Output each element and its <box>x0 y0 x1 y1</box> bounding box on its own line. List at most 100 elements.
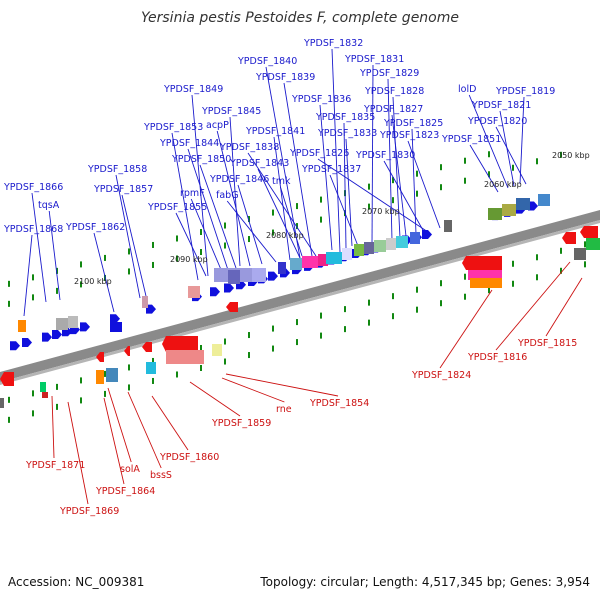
leader-lines <box>23 48 583 505</box>
tick-mark <box>248 216 250 223</box>
gene-label-top[interactable]: acpP <box>206 120 229 131</box>
gene-label-top[interactable]: YPDSF_1831 <box>344 54 404 65</box>
gene-label-bottom[interactable]: YPDSF_1824 <box>411 370 471 381</box>
tick-mark <box>56 403 58 410</box>
gene-label-top[interactable]: fabG <box>216 190 239 201</box>
gene-label-top[interactable]: YPDSF_1858 <box>87 164 147 175</box>
gene-label-top[interactable]: YPDSF_1820 <box>467 116 527 127</box>
tick-mark <box>320 332 322 339</box>
gene-label-bottom[interactable]: YPDSF_1815 <box>517 338 577 349</box>
gene-label-top[interactable]: YPDSF_1832 <box>303 38 363 49</box>
tick-mark <box>584 261 586 268</box>
feature-box <box>212 344 222 356</box>
tick-mark <box>536 158 538 165</box>
gene-label-top[interactable]: YPDSF_1850 <box>171 154 231 165</box>
gene-label-top[interactable]: YPDSF_1866 <box>3 182 63 193</box>
gene-label-top[interactable]: YPDSF_1853 <box>143 122 203 133</box>
tick-mark <box>296 203 298 210</box>
gene-label-top[interactable]: YPDSF_1825 <box>383 118 443 129</box>
gene-label-top[interactable]: YPDSF_1857 <box>93 184 153 195</box>
gene-label-top[interactable]: YPDSF_1821 <box>471 100 531 111</box>
feature-box <box>470 278 502 288</box>
feature-box <box>40 382 46 392</box>
feature-box <box>386 238 396 250</box>
leader-line <box>439 289 493 369</box>
tick-mark <box>440 184 442 191</box>
tick-mark <box>536 274 538 281</box>
gene-label-bottom[interactable]: YPDSF_1869 <box>59 506 119 517</box>
tick-mark <box>152 241 154 248</box>
gene-label-top[interactable]: YPDSF_1837 <box>301 164 361 175</box>
tick-mark <box>440 164 442 171</box>
gene-label-bottom[interactable]: YPDSF_1816 <box>467 352 527 363</box>
feature-box <box>188 286 200 298</box>
gene-label-top[interactable]: YPDSF_1841 <box>245 126 305 137</box>
leader-line <box>48 210 61 301</box>
gene-label-top[interactable]: YPDSF_1835 <box>315 112 375 123</box>
tick-mark <box>104 390 106 397</box>
gene-arrow-reverse <box>162 336 198 352</box>
gene-label-top[interactable]: YPDSF_1855 <box>147 202 207 213</box>
gene-label-top[interactable]: YPDSF_1833 <box>317 128 377 139</box>
gene-label-top[interactable]: YPDSF_1846 <box>209 174 269 185</box>
gene-label-bottom[interactable]: YPDSF_1859 <box>211 418 271 429</box>
gene-label-top[interactable]: YPDSF_1845 <box>201 106 261 117</box>
tick-mark <box>320 312 322 319</box>
leader-line <box>121 194 147 297</box>
gene-label-top[interactable]: YPDSF_1829 <box>359 68 419 79</box>
tick-mark <box>200 229 202 235</box>
feature-box <box>68 316 78 328</box>
tick-mark <box>512 164 514 171</box>
tick-mark <box>368 183 370 190</box>
feature-box <box>228 270 240 284</box>
tick-mark <box>248 332 250 339</box>
gene-label-bottom[interactable]: YPDSF_1854 <box>309 398 369 409</box>
gene-label-top[interactable]: YPDSF_1843 <box>229 158 289 169</box>
gene-label-top[interactable]: YPDSF_1849 <box>163 84 223 95</box>
leader-line <box>51 395 55 459</box>
gene-label-bottom[interactable]: bssS <box>150 470 172 481</box>
gene-label-top[interactable]: YPDSF_1839 <box>255 72 315 83</box>
tick-mark <box>272 229 274 236</box>
tick-mark <box>320 196 322 203</box>
gene-arrow-forward <box>80 322 90 332</box>
gene-label-top[interactable]: YPDSF_1827 <box>363 104 423 115</box>
gene-label-top[interactable]: tqsA <box>38 200 60 211</box>
gene-arrow-forward <box>10 341 20 351</box>
gene-label-bottom[interactable]: YPDSF_1860 <box>159 452 219 463</box>
gene-label-bottom[interactable]: YPDSF_1864 <box>95 486 155 497</box>
tick-marks <box>8 151 586 423</box>
leader-line <box>103 397 125 485</box>
tick-mark <box>440 280 442 287</box>
gene-label-bottom[interactable]: YPDSF_1871 <box>25 460 85 471</box>
gene-label-top[interactable]: rpmF <box>180 188 205 199</box>
tick-mark <box>128 268 130 275</box>
scale-label: 2050 kbp <box>552 151 590 160</box>
gene-label-bottom[interactable]: rne <box>276 404 292 415</box>
gene-arrow-forward <box>422 230 432 240</box>
tick-mark <box>32 274 34 281</box>
gene-arrow-reverse <box>142 342 152 352</box>
gene-label-top[interactable]: YPDSF_1836 <box>291 94 351 105</box>
leader-line <box>392 96 401 239</box>
gene-label-top[interactable]: YPDSF_1830 <box>355 150 415 161</box>
gene-label-top[interactable]: YPDSF_1868 <box>3 224 63 235</box>
gene-label-top[interactable]: YPDSF_1840 <box>237 56 297 67</box>
gene-label-top[interactable]: YPDSF_1851 <box>441 134 501 145</box>
gene-label-top[interactable]: tmk <box>272 176 291 187</box>
gene-label-top[interactable]: YPDSF_1838 <box>219 142 279 153</box>
gene-label-top[interactable]: YPDSF_1844 <box>159 138 219 149</box>
gene-label-top[interactable]: YPDSF_1862 <box>65 222 125 233</box>
gene-label-top[interactable]: YPDSF_1819 <box>495 86 555 97</box>
gene-label-top[interactable]: lolD <box>458 84 476 95</box>
leader-line <box>407 140 441 229</box>
gene-label-bottom[interactable]: solA <box>120 464 140 475</box>
gene-label-top[interactable]: YPDSF_1828 <box>364 86 424 97</box>
gene-label-top[interactable]: YPDSF_1826 <box>289 148 349 159</box>
gene-arrow-reverse <box>226 302 238 312</box>
tick-mark <box>368 203 370 210</box>
tick-mark <box>32 294 34 301</box>
accession-text: Accession: NC_009381 <box>8 575 145 589</box>
gene-label-top[interactable]: YPDSF_1823 <box>379 130 439 141</box>
tick-mark <box>200 249 202 255</box>
